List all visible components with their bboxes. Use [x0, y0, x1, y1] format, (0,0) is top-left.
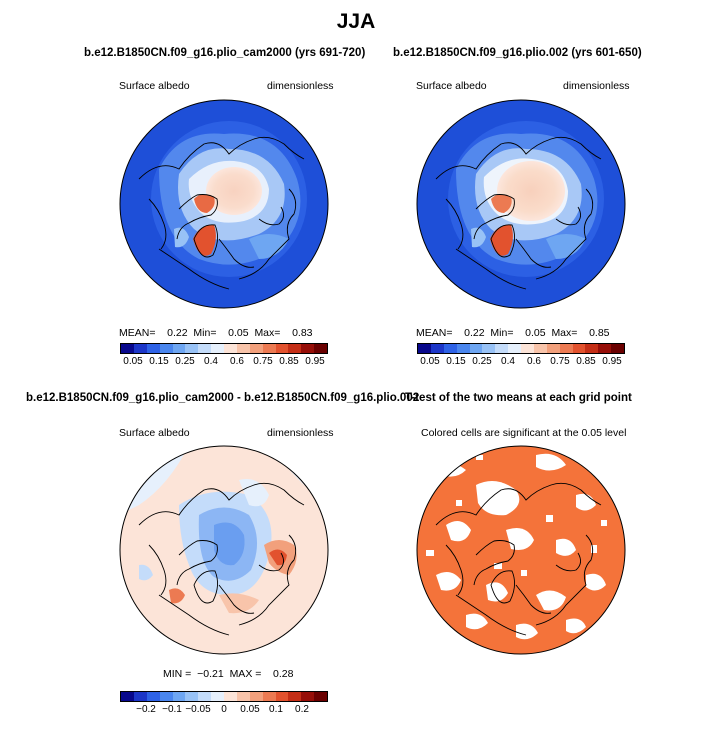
colorbar-tick-label: −0.1	[162, 704, 182, 715]
panel-title-bottom-right: T-test of the two means at each grid poi…	[405, 392, 632, 404]
units-label-top-right: dimensionless	[563, 80, 630, 92]
colorbar-swatch	[185, 344, 199, 353]
variable-label-top-right: Surface albedo	[416, 80, 487, 92]
stats-top-left: MEAN= 0.22 Min= 0.05 Max= 0.83	[119, 327, 313, 339]
colorbar-tick-label: 0.6	[230, 356, 244, 367]
figure-title: JJA	[336, 10, 376, 33]
colorbar-swatch	[495, 344, 509, 353]
units-label-top-left: dimensionless	[267, 80, 334, 92]
colorbar-swatch	[521, 344, 534, 353]
colorbar-tick-label: 0.4	[501, 356, 515, 367]
colorbar-swatch	[288, 344, 302, 353]
colorbar-tick-label: −0.2	[136, 704, 156, 715]
colorbar-tick-label: 0.85	[279, 356, 299, 367]
colorbar-swatch	[211, 344, 224, 353]
colorbar-bottom-left	[120, 691, 328, 702]
colorbar-tick-label: 0.2	[295, 704, 309, 715]
panel-title-top-right: b.e12.B1850CN.f09_g16.plio.002 (yrs 601-…	[393, 47, 642, 59]
colorbar-swatch	[275, 344, 289, 353]
colorbar-tick-label: 0.05	[123, 356, 143, 367]
colorbar-swatch	[224, 692, 237, 701]
colorbar-swatch	[146, 344, 160, 353]
units-label-bottom-left: dimensionless	[267, 427, 334, 439]
stats-bottom-left: MIN = −0.21 MAX = 0.28	[163, 668, 294, 680]
panel-title-bottom-left: b.e12.B1850CN.f09_g16.plio_cam2000 - b.e…	[26, 392, 420, 404]
colorbar-swatch	[262, 344, 276, 353]
colorbar-swatch	[469, 344, 483, 353]
colorbar-swatch	[236, 692, 250, 701]
colorbar-swatch	[249, 692, 263, 701]
colorbar-swatch	[430, 344, 444, 353]
colorbar-tick-label: 0	[221, 704, 227, 715]
colorbar-swatch	[314, 692, 327, 701]
polar-map-albedo-plio002	[416, 99, 626, 309]
colorbar-swatch	[198, 692, 212, 701]
colorbar-swatch	[611, 344, 624, 353]
colorbar-tick-label: 0.25	[175, 356, 195, 367]
colorbar-swatch	[301, 692, 315, 701]
colorbar-swatch	[288, 692, 302, 701]
colorbar-swatch	[172, 344, 186, 353]
colorbar-tick-label: 0.6	[527, 356, 541, 367]
colorbar-swatch	[314, 344, 327, 353]
colorbar-swatch	[262, 692, 276, 701]
colorbar-swatch	[236, 344, 250, 353]
colorbar-tick-label: 0.1	[269, 704, 283, 715]
polar-map-albedo-cam2000	[119, 99, 329, 309]
variable-label-bottom-left: Surface albedo	[119, 427, 190, 439]
colorbar-swatch	[198, 344, 212, 353]
colorbar-tick-label: 0.4	[204, 356, 218, 367]
colorbar-swatch	[185, 692, 199, 701]
colorbar-top-right	[417, 343, 625, 354]
variable-label-top-left: Surface albedo	[119, 80, 190, 92]
colorbar-tick-label: −0.05	[185, 704, 211, 715]
colorbar-swatch	[133, 344, 147, 353]
colorbar-tick-label: 0.95	[602, 356, 622, 367]
colorbar-tick-label: 0.15	[149, 356, 169, 367]
colorbar-swatch	[249, 344, 263, 353]
colorbar-swatch	[159, 692, 173, 701]
colorbar-tick-label: 0.15	[446, 356, 466, 367]
colorbar-swatch	[482, 344, 496, 353]
colorbar-swatch	[275, 692, 289, 701]
colorbar-tick-label: 0.95	[305, 356, 325, 367]
colorbar-swatch	[533, 344, 547, 353]
colorbar-tick-label: 0.05	[420, 356, 440, 367]
polar-map-albedo-difference	[119, 445, 329, 655]
colorbar-swatch	[598, 344, 612, 353]
colorbar-swatch	[211, 692, 224, 701]
colorbar-swatch	[559, 344, 573, 353]
panel-title-top-left: b.e12.B1850CN.f09_g16.plio_cam2000 (yrs …	[84, 47, 366, 59]
colorbar-swatch	[508, 344, 521, 353]
colorbar-swatch	[121, 344, 134, 353]
colorbar-tick-label: 0.85	[576, 356, 596, 367]
colorbar-swatch	[146, 692, 160, 701]
colorbar-swatch	[224, 344, 237, 353]
stats-top-right: MEAN= 0.22 Min= 0.05 Max= 0.85	[416, 327, 610, 339]
colorbar-swatch	[546, 344, 560, 353]
colorbar-swatch	[159, 344, 173, 353]
colorbar-swatch	[133, 692, 147, 701]
colorbar-swatch	[443, 344, 457, 353]
colorbar-swatch	[456, 344, 470, 353]
colorbar-tick-label: 0.25	[472, 356, 492, 367]
colorbar-swatch	[572, 344, 586, 353]
colorbar-swatch	[301, 344, 315, 353]
colorbar-swatch	[418, 344, 431, 353]
polar-map-ttest-significance	[416, 445, 626, 655]
significance-note: Colored cells are significant at the 0.0…	[421, 427, 627, 439]
colorbar-swatch	[585, 344, 599, 353]
colorbar-tick-label: 0.75	[253, 356, 273, 367]
colorbar-swatch	[121, 692, 134, 701]
colorbar-tick-label: 0.75	[550, 356, 570, 367]
colorbar-tick-label: 0.05	[240, 704, 260, 715]
colorbar-top-left	[120, 343, 328, 354]
colorbar-swatch	[172, 692, 186, 701]
